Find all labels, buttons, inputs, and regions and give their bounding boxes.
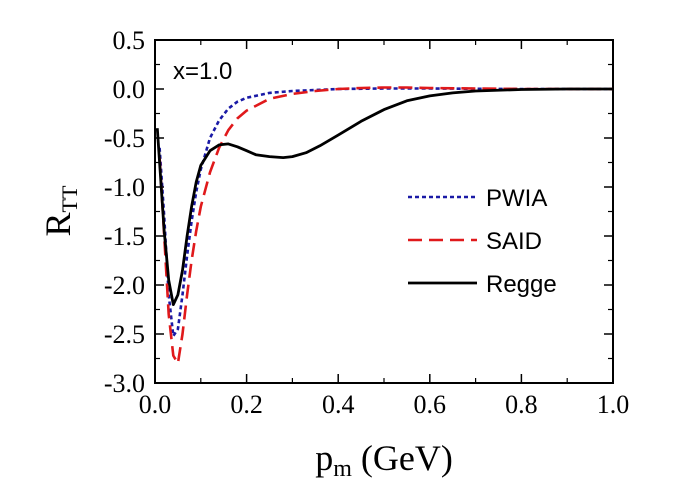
legend-label-regge: Regge [486, 271, 557, 298]
x-axis-title-main: p [315, 438, 333, 478]
series-line-pwia [158, 87, 613, 338]
legend-label-said: SAID [486, 228, 542, 255]
y-axis-title-sub: TT [57, 185, 82, 212]
y-tick-label: -1.5 [104, 222, 145, 251]
x-axis-title-sub: m [333, 456, 352, 482]
x-tick-label: 0.6 [414, 390, 447, 419]
x-tick-label: 0.8 [505, 390, 538, 419]
y-tick-label: -1.0 [104, 173, 145, 202]
x-axis-title-unit: (GeV) [352, 438, 453, 478]
series-line-said [158, 86, 613, 365]
x-axis-title: pm (GeV) [315, 438, 453, 482]
series-line-regge [155, 87, 613, 306]
x-tick-label: 0.4 [322, 390, 355, 419]
legend-label-pwia: PWIA [486, 185, 547, 212]
x-tick-label: 0.2 [230, 390, 263, 419]
y-tick-label: -3.0 [104, 369, 145, 398]
ticks [154, 39, 614, 384]
y-tick-label: 0.0 [113, 75, 146, 104]
annotation: x=1.0 [173, 58, 232, 85]
y-tick-label: -2.0 [104, 271, 145, 300]
tick-labels: 0.0 0.2 0.4 0.6 0.8 1.0 0.5 0.0 -0.5 -1.0 -1.5 -2.0… [104, 26, 629, 419]
y-tick-label: -2.5 [104, 320, 145, 349]
x-tick-label: 0.0 [139, 390, 172, 419]
y-axis-title-main: R [38, 212, 78, 236]
legend: PWIA SAID Regge [408, 185, 557, 298]
y-tick-label: -0.5 [104, 124, 145, 153]
y-tick-label: 0.5 [113, 26, 146, 55]
series-layer [155, 86, 613, 365]
x-tick-label: 1.0 [597, 390, 630, 419]
y-axis-title: RTT [38, 185, 82, 236]
